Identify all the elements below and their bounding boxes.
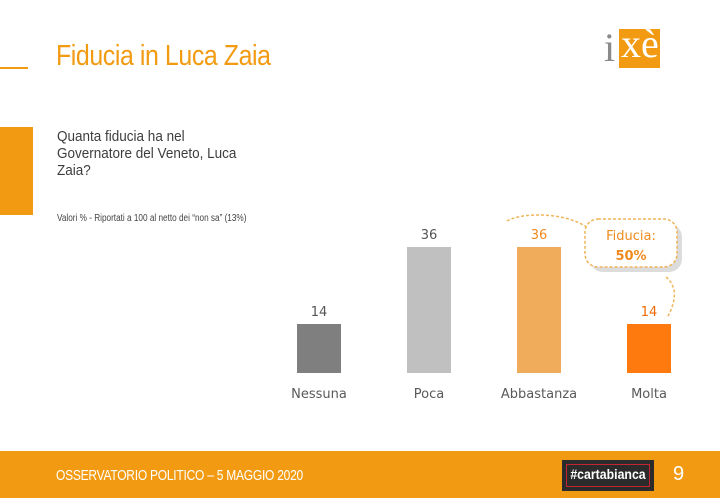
logo-box (619, 29, 660, 68)
ixe-logo: i xè (604, 20, 664, 72)
bar-chart: 14 Nessuna 36 Poca 36 Abbastanza 14 Molta Fiduc… (291, 214, 682, 402)
badge-frame (566, 464, 650, 487)
logo-letters-xe: xè (621, 21, 659, 66)
bar-molta (627, 324, 671, 373)
value-label-nessuna: 14 (311, 305, 328, 320)
value-label-molta: 14 (641, 305, 658, 320)
callout-box (584, 218, 678, 268)
page-title: Fiducia in Luca Zaia (56, 40, 271, 72)
callout-label: Fiducia: (606, 229, 656, 244)
category-label-molta: Molta (631, 387, 667, 402)
bar-poca (407, 247, 451, 373)
callout-connector-top (506, 214, 589, 229)
value-label-abbastanza: 36 (531, 228, 548, 243)
badge-text: #cartabianca (570, 466, 646, 482)
footer-bar: OSSERVATORIO POLITICO – 5 MAGGIO 2020 #c… (0, 451, 720, 498)
title-rule (0, 67, 28, 69)
bar-nessuna (297, 324, 341, 373)
cartabianca-badge: #cartabianca (562, 460, 654, 491)
callout-connector-bottom (665, 276, 676, 319)
question-text: Quanta fiducia ha nel Governatore del Ve… (57, 128, 237, 179)
bars-group: 14 Nessuna 36 Poca 36 Abbastanza 14 Molta (291, 228, 671, 402)
page-number: 9 (673, 463, 685, 485)
side-accent-bar (0, 127, 33, 215)
callout-value: 50% (615, 249, 646, 264)
footer-title: OSSERVATORIO POLITICO – 5 MAGGIO 2020 (56, 467, 303, 484)
values-note: Valori % - Riportati a 100 al netto dei … (57, 213, 247, 224)
value-label-poca: 36 (421, 228, 438, 243)
bar-abbastanza (517, 247, 561, 373)
category-label-abbastanza: Abbastanza (501, 387, 577, 402)
fiducia-callout: Fiducia: 50% (506, 214, 682, 319)
category-label-nessuna: Nessuna (291, 387, 347, 402)
logo-letter-i: i (604, 25, 616, 70)
category-label-poca: Poca (414, 387, 444, 402)
